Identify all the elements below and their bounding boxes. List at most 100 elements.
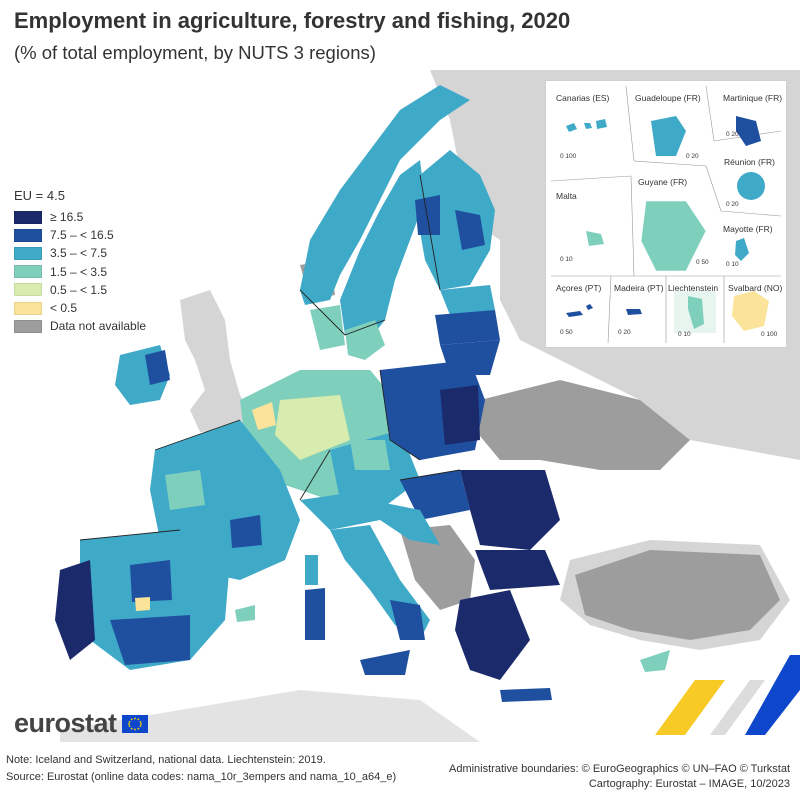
finland-north [415,195,440,235]
belarus-ukraine-na [475,380,690,470]
eurostat-logo: eurostat [14,708,148,739]
inset-label-martinique: Martinique (FR) [723,93,783,103]
national-borders [79,174,461,541]
guyane-shape [640,200,707,272]
legend-item: 3.5 – < 7.5 [14,244,146,262]
balkans-na [400,525,475,610]
inset-scale-guadeloupe: 0 20 [686,153,699,160]
sweden [340,160,425,345]
legend-swatch [14,246,42,260]
balearics [235,605,255,622]
legend-item: 1.5 – < 3.5 [14,263,146,281]
sweden-south [345,320,385,360]
legend-label: 1.5 – < 3.5 [50,264,108,279]
czech-low [350,440,390,470]
martinique-shape [736,116,761,146]
france-center [230,515,262,548]
legend-swatch [14,319,42,333]
legend-swatch [14,283,42,297]
footer-credits: Administrative boundaries: © EuroGeograp… [449,762,790,792]
eu-flag-icon [121,714,148,733]
corsica [305,555,318,585]
map-title: Employment in agriculture, forestry and … [14,8,571,33]
portugal [55,560,95,660]
spain-madrid [135,597,150,611]
footer-note: Note: Iceland and Switzerland, national … [6,754,326,766]
crete [500,688,552,702]
spain-center [130,560,172,602]
liechtenstein-shape [688,296,704,329]
spain-south [110,615,190,665]
greece [455,590,530,680]
denmark [310,305,345,350]
north-africa-landmass [60,690,480,742]
inset-label-guyane: Guyane (FR) [638,177,688,187]
inset-label-malta: Malta [556,191,577,201]
inset-scale-malta: 0 10 [560,256,573,263]
sicily [360,650,410,675]
cyprus [640,650,670,672]
poland-east [440,385,480,445]
legend-item: 7.5 – < 16.5 [14,226,146,244]
netherlands-low [252,402,276,430]
finland [418,150,495,290]
italy-north [300,490,380,530]
canarias-shape [566,119,607,132]
legend-item: Data not available [14,317,146,335]
inset-label-reunion: Réunion (FR) [724,157,776,167]
legend-swatch [14,301,42,315]
legend-item: < 0.5 [14,299,146,317]
malta-shape [586,231,604,246]
sardinia [305,588,325,640]
inset-scale-liechtenstein: 0 10 [678,331,691,338]
footer-cartography: Cartography: Eurostat – IMAGE, 10/2023 [588,778,790,790]
mayotte-shape [735,238,749,261]
legend-label: 7.5 – < 16.5 [50,228,114,243]
inset-label-canarias: Canarias (ES) [556,93,610,103]
inset-scale-mayotte: 0 10 [726,261,739,268]
legend-swatch [14,265,42,279]
legend-label: < 0.5 [50,301,78,316]
inset-label-svalbard: Svalbard (NO) [728,283,783,293]
inset-label-madeira: Madeira (PT) [614,283,664,293]
legend-item: ≥ 16.5 [14,208,146,226]
inset-scale-guyane: 0 50 [696,259,709,266]
footer-source: Source: Eurostat (online data codes: nam… [6,771,397,783]
inset-scale-reunion: 0 20 [726,201,739,208]
norway [300,85,470,305]
acores-shape [566,304,593,317]
germany-low [275,395,350,460]
brand-name: eurostat [14,708,117,738]
inset-label-guadeloupe: Guadeloupe (FR) [635,93,701,103]
inset-scale-martinique: 0 20 [726,131,739,138]
inset-label-acores: Açores (PT) [556,283,602,293]
reunion-shape [737,172,765,200]
legend-title: EU = 4.5 [14,188,65,203]
latvia [435,310,500,345]
estonia [440,285,495,315]
ireland-east [145,350,170,385]
legend-swatch [14,210,42,224]
legend-swatch [14,228,42,242]
croatia [370,500,440,545]
turkey-na [575,550,780,640]
map-subtitle: (% of total employment, by NUTS 3 region… [14,42,376,63]
legend: EU = 4.5 ≥ 16.5 7.5 – < 16.5 3.5 – < 7.5… [14,188,146,335]
hungary [400,470,470,520]
uk-landmass [180,290,255,432]
insets-panel: Canarias (ES) 0 100 Guadeloupe (FR) 0 20… [545,80,787,348]
inset-scale-madeira: 0 20 [618,329,631,336]
bulgaria [475,550,560,590]
svalbard-shape [732,291,769,331]
legend-label: 3.5 – < 7.5 [50,246,108,261]
inset-label-mayotte: Mayotte (FR) [723,224,773,234]
footer-notes: Note: Iceland and Switzerland, national … [6,752,396,786]
legend-label: ≥ 16.5 [50,210,84,225]
france-west [165,470,205,510]
inset-scale-canarias: 0 100 [560,153,577,160]
italy-south [390,600,425,640]
legend-label: 0.5 – < 1.5 [50,282,108,297]
legend-label: Data not available [50,319,147,334]
footer-boundaries: Administrative boundaries: © EuroGeograp… [448,763,790,775]
madeira-shape [626,309,642,315]
